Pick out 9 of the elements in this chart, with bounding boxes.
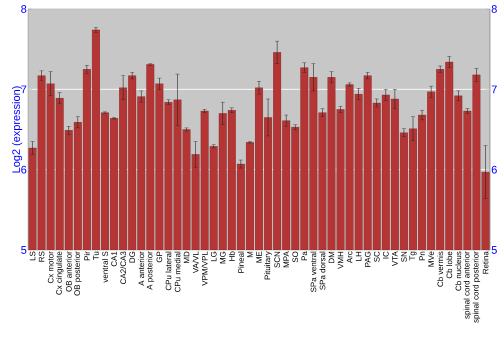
y2-tick-label: 7	[492, 86, 497, 94]
y2-tick-label: 8	[492, 5, 497, 13]
y2-tick-label: 5	[492, 246, 497, 254]
y-tick-label: 5	[21, 246, 26, 254]
y-tick-label: 8	[21, 5, 26, 13]
y2-tick-label: 6	[492, 166, 497, 174]
y-axis-title: Log2 (expression)	[12, 86, 22, 172]
y-tick-label: 7	[21, 86, 26, 94]
y-tick-label: 6	[21, 166, 26, 174]
